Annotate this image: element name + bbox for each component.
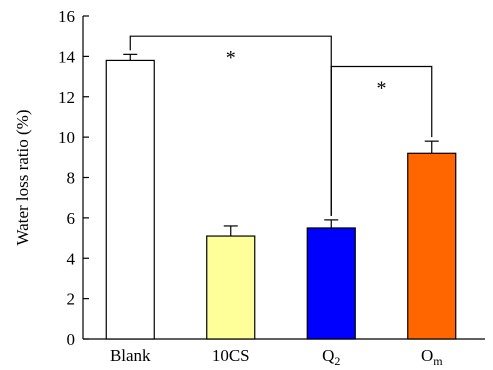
y-tick-label: 0 [67, 330, 76, 349]
y-ticks: 0 2 4 6 8 10 12 14 16 [58, 7, 89, 349]
significance-marker: * [377, 77, 387, 99]
category-label: 10CS [212, 346, 250, 365]
category-label: Q2 [322, 346, 340, 368]
category-label: Blank [110, 346, 151, 365]
category-labels: Blank 10CS Q2 Om [110, 346, 443, 368]
bars [105, 59, 457, 340]
y-tick-label: 12 [58, 88, 75, 107]
significance-brackets: ** [129, 35, 433, 216]
bar [206, 235, 256, 340]
significance-marker: * [226, 47, 236, 69]
y-axis-label: Water loss ratio (%) [13, 110, 32, 246]
significance-bracket [330, 65, 433, 216]
bar [105, 59, 155, 340]
y-tick-label: 4 [67, 249, 76, 268]
y-tick-label: 10 [58, 128, 75, 147]
bar [306, 227, 356, 340]
y-tick-label: 2 [67, 290, 76, 309]
y-tick-label: 6 [67, 209, 76, 228]
y-tick-label: 16 [58, 7, 75, 26]
y-tick-label: 14 [58, 47, 76, 66]
y-tick-label: 8 [67, 169, 76, 188]
error-bars [123, 53, 439, 237]
category-label: Om [421, 346, 443, 368]
bar [407, 152, 457, 340]
